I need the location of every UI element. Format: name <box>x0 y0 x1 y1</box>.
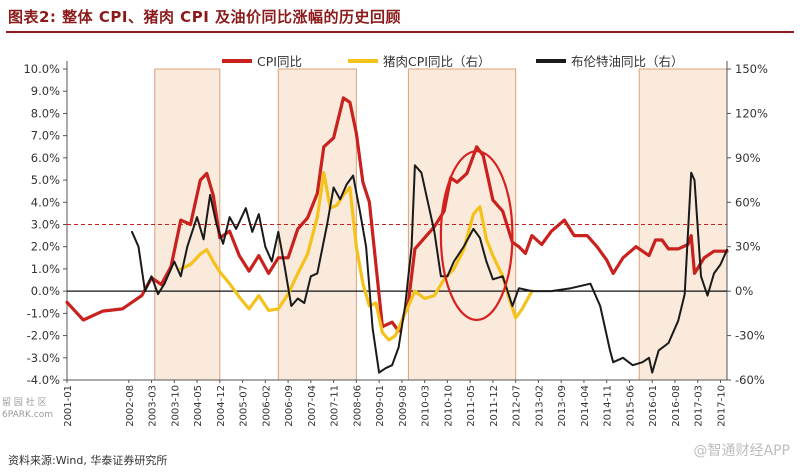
series-line-1 <box>65 96 729 333</box>
left-tick-label: 5.0% <box>31 173 60 187</box>
x-tick-label: 2004-05 <box>193 385 204 427</box>
right-axis-ticks: -60% -30% 0% 30% 60% 90% 120% 150% <box>727 62 768 387</box>
right-tick-label: 60% <box>735 195 761 209</box>
x-tick-label: 2013-02 <box>534 385 545 427</box>
left-tick-label: 1.0% <box>31 262 60 276</box>
x-tick-label: 2009-08 <box>398 385 409 427</box>
left-tick-label: 0.0% <box>31 284 60 298</box>
x-tick-label: 2013-09 <box>557 385 568 427</box>
x-tick-label: 2014-11 <box>603 385 614 427</box>
left-tick-label: 3.0% <box>31 218 60 232</box>
x-tick-label: 2003-03 <box>148 385 159 427</box>
x-tick-label: 2008-06 <box>352 385 363 427</box>
figure-title: 图表2: 整体 CPI、猪肉 CPI 及油价同比涨幅的历史回顾 <box>8 8 401 26</box>
x-tick-label: 2010-03 <box>421 385 432 427</box>
x-tick-label: 2012-07 <box>512 385 523 427</box>
right-tick-label: 0% <box>735 284 753 298</box>
right-tick-label: 120% <box>735 106 768 120</box>
x-tick-label: 2004-12 <box>216 385 227 427</box>
legend-label-1: CPI同比 <box>257 54 302 69</box>
left-tick-label: -4.0% <box>27 373 60 387</box>
series-line-3 <box>131 164 728 374</box>
x-axis-ticks: 2001-01 2002-08 2003-03 2003-10 2004-05 2004-… <box>63 380 727 427</box>
left-axis-ticks: -4.0% -3.0% -2.0% -1.0% 0.0% 1.0% 2.0% 3.0% 4.0%… <box>23 62 67 387</box>
right-tick-label: 150% <box>735 62 768 76</box>
x-tick-label: 2017-03 <box>694 385 705 427</box>
x-tick-label: 2016-01 <box>648 385 659 427</box>
shaded-period <box>277 68 357 381</box>
left-tick-label: -3.0% <box>27 351 60 365</box>
right-tick-label: 30% <box>735 240 761 254</box>
legend: CPI同比 猪肉CPI同比（右） 布伦特油同比（右） <box>222 54 684 69</box>
x-tick-label: 2003-10 <box>170 385 181 427</box>
legend-label-2: 猪肉CPI同比（右） <box>383 54 490 69</box>
x-tick-label: 2015-06 <box>625 385 636 427</box>
left-tick-label: -2.0% <box>27 329 60 343</box>
x-tick-label: 2002-08 <box>125 385 136 427</box>
axes <box>66 61 728 381</box>
title-divider <box>6 31 794 33</box>
x-tick-label: 2001-01 <box>63 385 74 427</box>
legend-label-3: 布伦特油同比（右） <box>571 54 684 69</box>
x-tick-label: 2014-04 <box>580 385 591 427</box>
x-tick-label: 2009-01 <box>375 385 386 427</box>
x-tick-label: 2005-07 <box>239 385 250 427</box>
watermark-left-line1: 留 园 社 区 <box>2 398 47 408</box>
x-tick-label: 2017-10 <box>716 385 727 427</box>
x-tick-label: 2006-02 <box>261 385 272 427</box>
left-tick-label: 4.0% <box>31 195 60 209</box>
highlight-group <box>439 150 514 322</box>
watermark-right: @智通财经APP <box>693 443 790 459</box>
left-tick-label: 2.0% <box>31 240 60 254</box>
watermark-left-line2: 6PARK.com <box>2 410 53 420</box>
x-tick-label: 2010-10 <box>443 385 454 427</box>
left-tick-label: 10.0% <box>23 62 60 76</box>
left-tick-label: 7.0% <box>31 129 60 143</box>
x-tick-label: 2007-11 <box>330 385 341 427</box>
right-tick-label: -30% <box>735 329 765 343</box>
highlight-ellipse <box>439 150 514 322</box>
watermark-left: 留 园 社 区 6PARK.com <box>2 397 53 421</box>
x-tick-label: 2011-05 <box>466 385 477 427</box>
x-tick-label: 2007-04 <box>307 385 318 427</box>
left-tick-label: 9.0% <box>31 84 60 98</box>
right-tick-label: -60% <box>735 373 765 387</box>
series-lines <box>65 96 729 374</box>
left-tick-label: -1.0% <box>27 306 60 320</box>
x-tick-label: 2016-08 <box>671 385 682 427</box>
source-note: 资料来源:Wind, 华泰证券研究所 <box>8 454 168 467</box>
x-tick-label: 2006-09 <box>284 385 295 427</box>
left-tick-label: 6.0% <box>31 151 60 165</box>
right-tick-label: 90% <box>735 151 761 165</box>
x-tick-label: 2011-12 <box>489 385 500 427</box>
series-line-2 <box>179 171 534 342</box>
left-tick-label: 8.0% <box>31 106 60 120</box>
